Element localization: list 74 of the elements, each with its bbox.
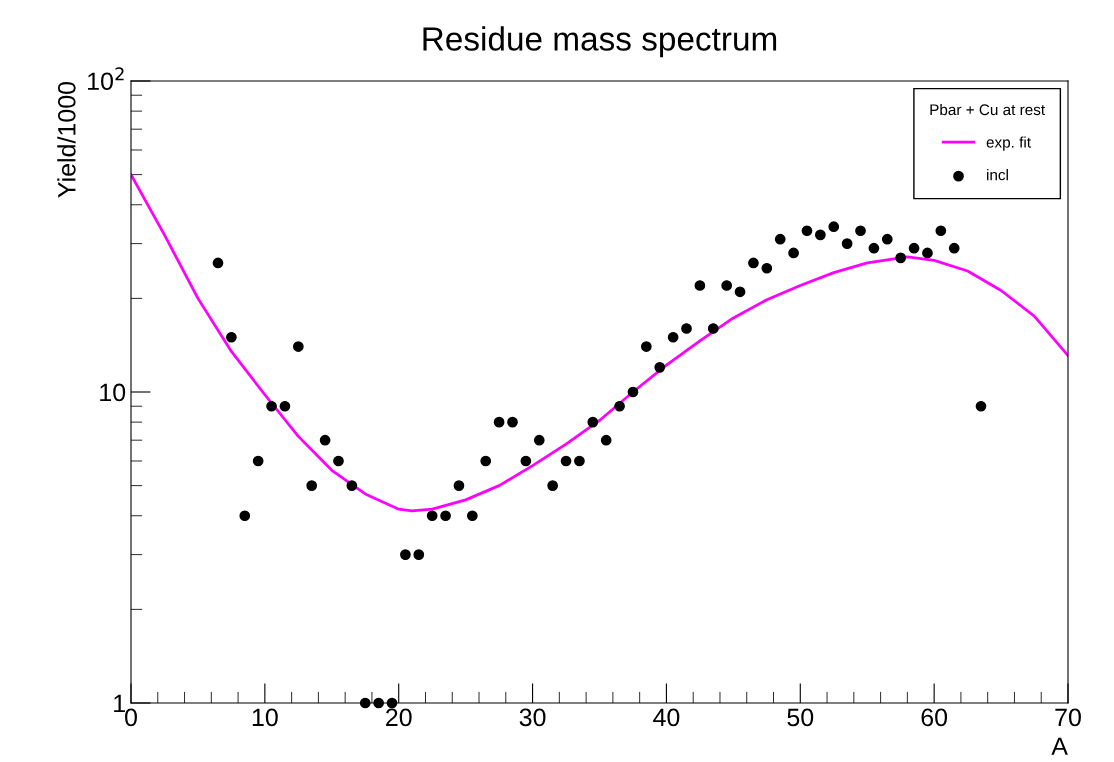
point bbox=[493, 416, 505, 428]
point bbox=[788, 247, 799, 259]
point bbox=[627, 386, 639, 398]
y-tick-label: 10$^{2}$ bbox=[88, 67, 124, 91]
point bbox=[212, 257, 224, 269]
point bbox=[359, 697, 371, 709]
point bbox=[319, 434, 331, 446]
point bbox=[292, 341, 304, 352]
point bbox=[908, 242, 920, 254]
y-tick-label: 1 bbox=[114, 694, 125, 713]
point bbox=[922, 247, 933, 259]
point bbox=[721, 280, 733, 291]
legend-title: Pbar + Cu at rest bbox=[930, 103, 1045, 116]
point bbox=[868, 242, 880, 254]
point bbox=[266, 400, 277, 412]
x-tick-label: 20 bbox=[386, 708, 412, 727]
point bbox=[681, 323, 692, 334]
chart-title: Residue mass spectrum bbox=[423, 26, 777, 58]
point bbox=[239, 510, 251, 522]
point bbox=[935, 225, 947, 237]
x-tick-label: 40 bbox=[653, 708, 680, 727]
x-axis-title: A bbox=[1051, 737, 1068, 755]
point bbox=[761, 262, 773, 274]
y-tick-label: 10 bbox=[100, 383, 126, 402]
x-tick-label: 50 bbox=[787, 708, 814, 727]
point bbox=[373, 697, 384, 709]
point bbox=[948, 242, 960, 254]
point bbox=[640, 341, 652, 352]
x-tick-label: 10 bbox=[252, 708, 278, 727]
point bbox=[748, 257, 759, 269]
point bbox=[520, 455, 532, 467]
point bbox=[600, 434, 612, 446]
x-tick-label: 0 bbox=[125, 708, 137, 727]
point bbox=[547, 480, 559, 491]
x-tick-label: 60 bbox=[921, 708, 948, 727]
x-tick-label: 30 bbox=[519, 708, 546, 727]
point bbox=[694, 280, 706, 291]
point bbox=[841, 238, 853, 249]
legend-label: exp. fit bbox=[986, 136, 1031, 151]
point bbox=[453, 480, 465, 491]
point bbox=[560, 455, 572, 467]
point bbox=[466, 510, 478, 522]
point bbox=[801, 225, 813, 237]
point bbox=[386, 697, 398, 709]
point bbox=[815, 229, 826, 241]
point bbox=[587, 416, 599, 428]
point bbox=[975, 400, 987, 412]
point bbox=[413, 549, 425, 560]
point bbox=[440, 510, 451, 522]
point bbox=[346, 480, 358, 491]
point bbox=[734, 286, 746, 298]
point bbox=[895, 252, 907, 264]
point bbox=[574, 455, 585, 467]
point bbox=[333, 455, 344, 467]
point bbox=[614, 400, 625, 412]
point bbox=[667, 331, 679, 343]
x-tick-label: 70 bbox=[1055, 708, 1081, 727]
point bbox=[426, 510, 438, 522]
y-axis-title: Yield/1000 bbox=[57, 81, 76, 198]
point bbox=[774, 233, 786, 245]
point bbox=[306, 480, 318, 491]
point bbox=[480, 455, 492, 467]
point bbox=[828, 221, 840, 233]
legend-label: incl bbox=[987, 169, 1008, 181]
point bbox=[533, 434, 545, 446]
point bbox=[279, 400, 291, 412]
point bbox=[707, 323, 719, 334]
point bbox=[881, 233, 893, 245]
point bbox=[400, 549, 411, 560]
point bbox=[252, 455, 264, 467]
point bbox=[855, 225, 866, 237]
point bbox=[654, 362, 666, 373]
point bbox=[226, 331, 237, 343]
point bbox=[507, 416, 518, 428]
